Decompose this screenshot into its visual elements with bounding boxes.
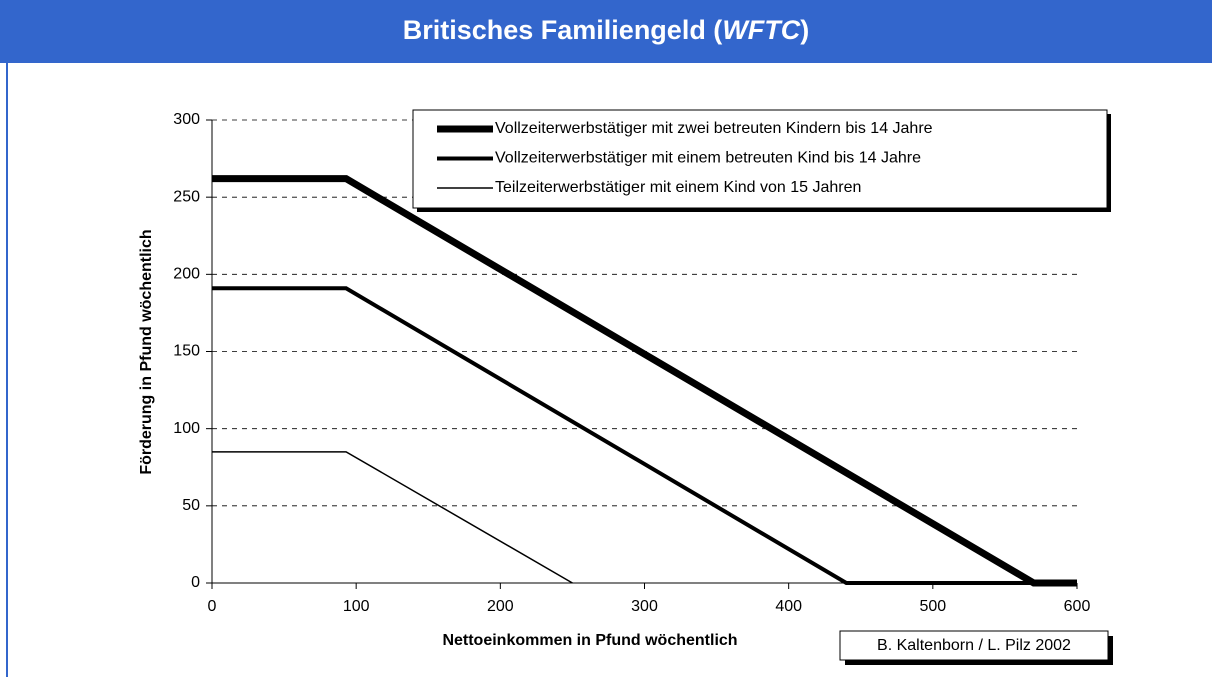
series-line bbox=[212, 286, 1077, 585]
x-tick-label: 200 bbox=[487, 598, 514, 615]
title-bar bbox=[0, 0, 1212, 63]
legend-box bbox=[412, 109, 1108, 209]
x-tick-label: 500 bbox=[919, 598, 946, 615]
x-tick-label: 0 bbox=[208, 598, 217, 615]
y-tick-label: 300 bbox=[173, 111, 200, 128]
x-tick-label: 100 bbox=[343, 598, 370, 615]
title-part: ) bbox=[800, 15, 809, 45]
annotation: B. Kaltenborn / L. Pilz 2002 bbox=[877, 637, 1071, 654]
x-tick-label: 300 bbox=[631, 598, 658, 615]
x-tick-label: 600 bbox=[1064, 598, 1091, 615]
title-part: WFTC bbox=[722, 15, 800, 45]
legend-label: Vollzeiterwerbstätiger mit einem betreut… bbox=[495, 150, 921, 167]
x-axis-title: Nettoeinkommen in Pfund wöchentlich bbox=[442, 632, 737, 649]
legend-label: Teilzeiterwerbstätiger mit einem Kind vo… bbox=[495, 179, 861, 196]
annotation-box bbox=[839, 630, 1109, 661]
title-part: Britisches Familiengeld ( bbox=[403, 15, 723, 45]
y-tick-label: 200 bbox=[173, 266, 200, 283]
x-tick-label: 400 bbox=[775, 598, 802, 615]
chart-title: Britisches Familiengeld (WFTC) bbox=[403, 15, 810, 45]
series-line bbox=[212, 175, 1077, 587]
y-tick-label: 250 bbox=[173, 188, 200, 205]
y-axis-title: Förderung in Pfund wöchentlich bbox=[138, 229, 155, 474]
series-line bbox=[212, 451, 573, 584]
legend-label: Vollzeiterwerbstätiger mit zwei betreute… bbox=[495, 120, 933, 137]
y-tick-label: 50 bbox=[182, 497, 200, 514]
y-tick-label: 100 bbox=[173, 420, 200, 437]
y-tick-label: 150 bbox=[173, 343, 200, 360]
y-tick-label: 0 bbox=[191, 574, 200, 591]
